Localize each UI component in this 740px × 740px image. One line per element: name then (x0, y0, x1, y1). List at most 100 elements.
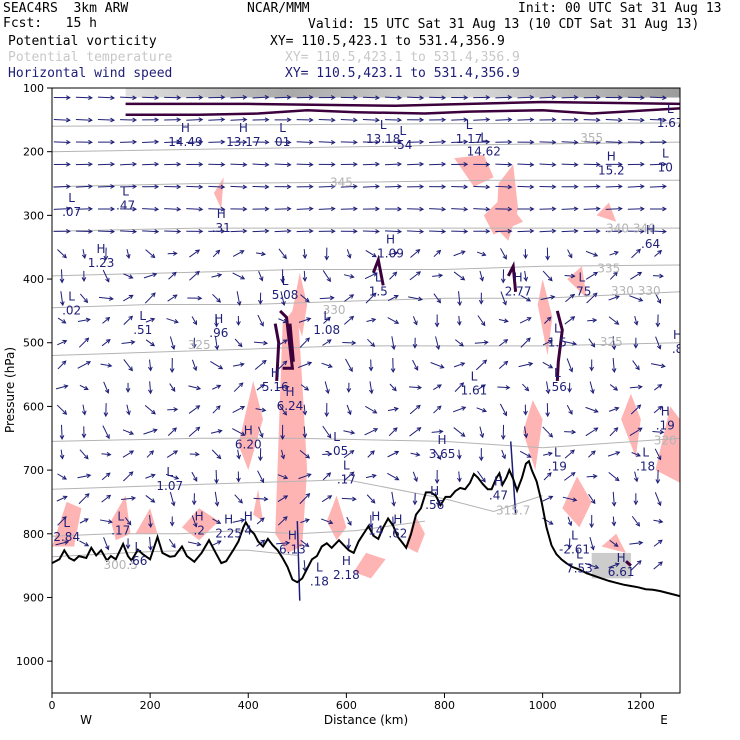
wind-vector (429, 163, 446, 166)
wind-arrowhead (526, 317, 532, 322)
wind-arrowhead (478, 299, 484, 305)
wind-vector (367, 338, 375, 347)
wind-arrowhead (132, 206, 138, 212)
wind-arrowhead (481, 477, 486, 483)
wind-vector (365, 250, 377, 258)
wind-arrowhead (662, 117, 667, 123)
wind-arrowhead (547, 339, 553, 345)
wind-vector (97, 119, 114, 121)
extremum-value: .66 (128, 554, 147, 568)
wind-vector (609, 251, 619, 256)
wind-arrowhead (264, 117, 270, 123)
wind-vector (53, 118, 70, 121)
wind-vector (608, 407, 619, 412)
wind-arrowhead (350, 430, 356, 435)
wind-arrowhead (349, 449, 355, 455)
wind-vector (232, 272, 245, 280)
wind-vector (477, 384, 486, 391)
wind-arrowhead (568, 410, 573, 415)
wind-vector (631, 515, 640, 527)
wind-arrowhead (59, 435, 65, 440)
extremum-value: 6.61 (608, 565, 635, 579)
wind-arrowhead (617, 117, 623, 123)
wind-arrowhead (614, 406, 620, 412)
wind-arrowhead (264, 139, 270, 145)
wind-vector (169, 491, 175, 506)
wind-vector (189, 271, 200, 281)
wind-vector (387, 295, 399, 302)
wind-arrowhead (172, 251, 178, 256)
x-end-label-east: E (660, 713, 668, 727)
wind-vector (517, 96, 534, 99)
pv-contour (125, 107, 680, 116)
wind-arrowhead (545, 412, 550, 418)
wind-arrowhead (614, 320, 620, 325)
wind-vector (188, 426, 200, 437)
wind-vector (296, 208, 313, 210)
extremum-symbol: H (244, 423, 253, 437)
wind-vector (343, 450, 354, 459)
pv-positive-patch (182, 508, 219, 541)
extremum-value: 13.17 (226, 135, 260, 149)
extremum-symbol: H (393, 513, 402, 527)
wind-arrowhead (529, 228, 535, 234)
wind-vector (542, 426, 553, 438)
wind-arrowhead (529, 206, 535, 212)
wind-arrowhead (529, 184, 535, 190)
wind-arrowhead (325, 389, 330, 395)
wind-vector (296, 230, 313, 233)
extremum-symbol: H (494, 474, 503, 488)
wind-arrowhead (417, 296, 423, 302)
wind-vector (75, 96, 92, 99)
extremum-symbol: L (380, 118, 387, 132)
wind-vector (126, 249, 130, 259)
wind-arrowhead (198, 162, 204, 167)
wind-arrowhead (500, 278, 506, 284)
wind-arrowhead (259, 321, 264, 327)
wind-vector (274, 141, 291, 143)
wind-arrowhead (327, 495, 333, 500)
wind-arrowhead (529, 117, 535, 123)
wind-vector (78, 493, 90, 505)
wind-arrowhead (595, 206, 601, 212)
wind-arrowhead (416, 427, 422, 432)
extremum-value: 1.09 (377, 246, 404, 260)
wind-vector (407, 96, 424, 99)
extremum-symbol: L (68, 290, 75, 304)
wind-arrowhead (83, 454, 89, 460)
wind-vector (318, 185, 335, 188)
wind-arrowhead (614, 476, 620, 482)
wind-arrowhead (85, 317, 91, 323)
wind-arrowhead (147, 366, 153, 372)
wind-arrowhead (371, 317, 377, 323)
wind-vector (78, 337, 89, 348)
wind-arrowhead (503, 360, 509, 366)
wind-vector (254, 360, 267, 370)
wind-arrowhead (258, 456, 263, 462)
wind-arrowhead (662, 206, 667, 212)
wind-arrowhead (105, 316, 111, 322)
extremum-symbol: L (554, 322, 561, 336)
wind-vector (453, 271, 465, 281)
wind-arrowhead (176, 206, 182, 212)
wind-arrowhead (548, 520, 554, 525)
wind-vector (522, 383, 529, 391)
wind-arrowhead (393, 251, 399, 256)
wind-vector (387, 451, 399, 458)
org-label: NCAR/MMM (247, 1, 310, 16)
wind-arrowhead (302, 254, 308, 260)
wind-arrowhead (349, 315, 355, 321)
wind-vector (583, 208, 600, 210)
wind-arrowhead (617, 139, 623, 145)
extremum-value: 10 (658, 160, 673, 174)
wind-arrowhead (391, 345, 396, 351)
wind-vector (97, 185, 114, 188)
wind-arrowhead (172, 294, 178, 299)
wind-vector (607, 451, 620, 457)
wind-vector (630, 560, 642, 571)
wind-arrowhead (435, 345, 441, 351)
wind-arrowhead (308, 184, 314, 190)
wind-vector (149, 381, 152, 394)
wind-arrowhead (282, 410, 288, 416)
wind-arrowhead (64, 540, 70, 545)
